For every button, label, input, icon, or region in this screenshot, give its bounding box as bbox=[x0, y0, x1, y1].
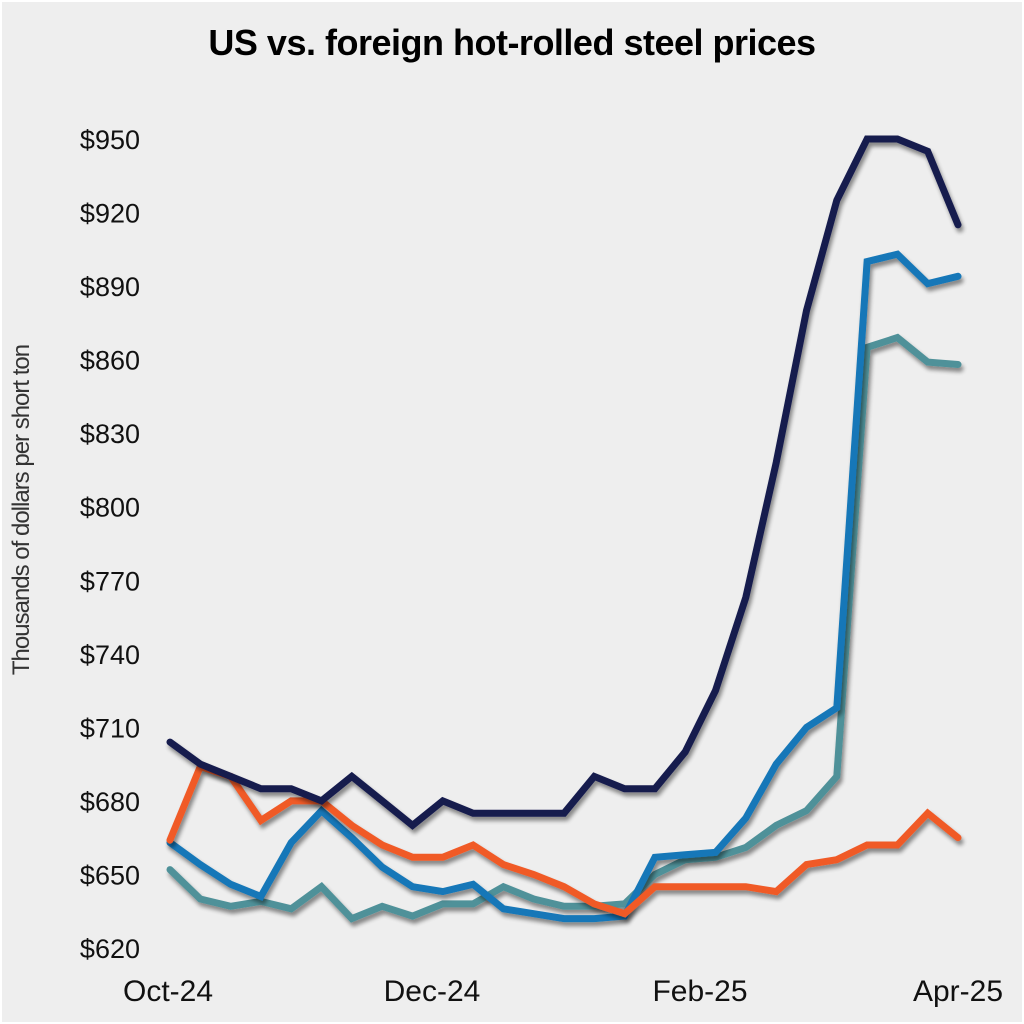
y-tick-label: $920 bbox=[80, 199, 140, 229]
y-tick-label: $740 bbox=[80, 640, 140, 670]
series-line-us bbox=[166, 135, 962, 830]
x-axis: Oct-24 Dec-24 Feb-25 Apr-25 bbox=[123, 975, 1003, 1008]
x-tick-label: Dec-24 bbox=[384, 975, 481, 1008]
y-tick-label: $770 bbox=[80, 566, 140, 596]
y-tick-label: $800 bbox=[80, 493, 140, 523]
y-tick-label: $950 bbox=[80, 125, 140, 155]
y-axis: $620 $650 $680 $710 $740 $770 $800 $830 $860 $890… bbox=[80, 125, 140, 964]
x-tick-label: Apr-25 bbox=[913, 975, 1003, 1008]
y-tick-label: $680 bbox=[80, 787, 140, 817]
x-tick-label: Feb-25 bbox=[652, 975, 747, 1008]
x-tick-label: Oct-24 bbox=[123, 975, 213, 1008]
y-tick-label: $650 bbox=[80, 860, 140, 890]
y-tick-label: $620 bbox=[80, 934, 140, 964]
y-tick-label: $710 bbox=[80, 713, 140, 743]
chart-title: US vs. foreign hot-rolled steel prices bbox=[208, 22, 816, 63]
series-lines bbox=[166, 135, 962, 923]
y-tick-label: $860 bbox=[80, 346, 140, 376]
y-tick-label: $830 bbox=[80, 419, 140, 449]
y-tick-label: $890 bbox=[80, 272, 140, 302]
series-line-foreign-series-c bbox=[166, 333, 962, 923]
series-line-foreign-series-a bbox=[166, 762, 962, 918]
series-line-foreign-series-b bbox=[166, 250, 962, 923]
